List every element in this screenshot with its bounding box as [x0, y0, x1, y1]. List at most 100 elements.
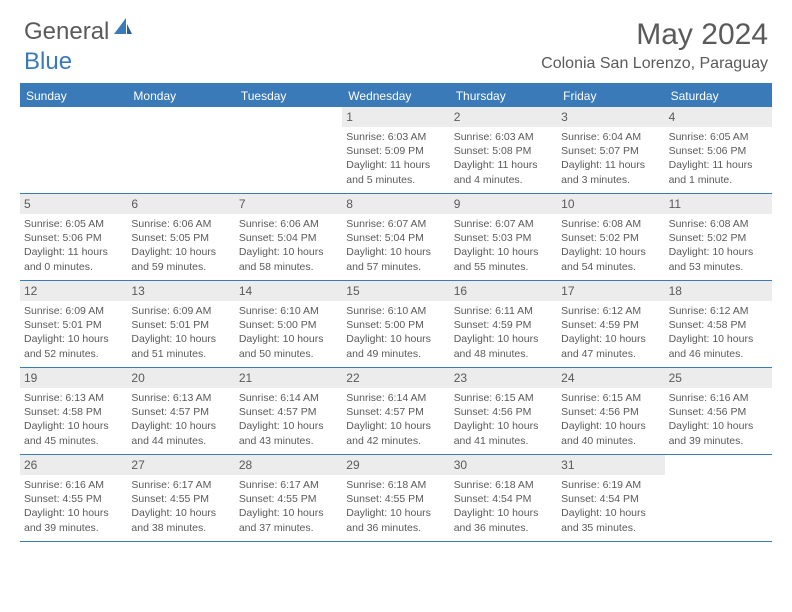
daylight-text: Daylight: 10 hours and 43 minutes. — [239, 419, 338, 447]
sunrise-text: Sunrise: 6:16 AM — [669, 391, 768, 405]
logo: General — [24, 18, 135, 46]
day-info: Sunrise: 6:12 AMSunset: 4:58 PMDaylight:… — [669, 304, 768, 361]
day-number: 17 — [557, 281, 664, 301]
calendar-body: 1Sunrise: 6:03 AMSunset: 5:09 PMDaylight… — [20, 107, 772, 542]
sunrise-text: Sunrise: 6:03 AM — [454, 130, 553, 144]
day-number: 11 — [665, 194, 772, 214]
day-number: 15 — [342, 281, 449, 301]
sunrise-text: Sunrise: 6:14 AM — [239, 391, 338, 405]
weekday-head: Sunday — [20, 85, 127, 107]
sunrise-text: Sunrise: 6:06 AM — [239, 217, 338, 231]
daylight-text: Daylight: 11 hours and 1 minute. — [669, 158, 768, 186]
calendar-day: 25Sunrise: 6:16 AMSunset: 4:56 PMDayligh… — [665, 368, 772, 454]
calendar-day: 9Sunrise: 6:07 AMSunset: 5:03 PMDaylight… — [450, 194, 557, 280]
sunrise-text: Sunrise: 6:07 AM — [346, 217, 445, 231]
day-info: Sunrise: 6:09 AMSunset: 5:01 PMDaylight:… — [131, 304, 230, 361]
day-info: Sunrise: 6:05 AMSunset: 5:06 PMDaylight:… — [24, 217, 123, 274]
day-info: Sunrise: 6:12 AMSunset: 4:59 PMDaylight:… — [561, 304, 660, 361]
calendar-day — [665, 455, 772, 541]
calendar: Sunday Monday Tuesday Wednesday Thursday… — [20, 83, 772, 542]
sunrise-text: Sunrise: 6:08 AM — [561, 217, 660, 231]
calendar-day: 2Sunrise: 6:03 AMSunset: 5:08 PMDaylight… — [450, 107, 557, 193]
sunrise-text: Sunrise: 6:07 AM — [454, 217, 553, 231]
day-number: 21 — [235, 368, 342, 388]
logo-text-general: General — [24, 18, 109, 46]
sunrise-text: Sunrise: 6:03 AM — [346, 130, 445, 144]
title-block: May 2024 Colonia San Lorenzo, Paraguay — [541, 18, 768, 73]
weekday-head: Saturday — [665, 85, 772, 107]
sunrise-text: Sunrise: 6:06 AM — [131, 217, 230, 231]
day-number: 29 — [342, 455, 449, 475]
day-number: 23 — [450, 368, 557, 388]
sunset-text: Sunset: 4:55 PM — [131, 492, 230, 506]
calendar-day: 23 Sunrise: 6:15 AMSunset: 4:56 PMDayligh… — [450, 368, 557, 454]
calendar-day: 21 Sunrise: 6:14 AMSunset: 4:57 PMDayligh… — [235, 368, 342, 454]
sunset-text: Sunset: 5:04 PM — [346, 231, 445, 245]
daylight-text: Daylight: 10 hours and 37 minutes. — [239, 506, 338, 534]
weekday-head: Friday — [557, 85, 664, 107]
sunrise-text: Sunrise: 6:18 AM — [454, 478, 553, 492]
sunset-text: Sunset: 5:01 PM — [24, 318, 123, 332]
day-info: Sunrise: 6:08 AMSunset: 5:02 PMDaylight:… — [669, 217, 768, 274]
calendar-day: 6 Sunrise: 6:06 AMSunset: 5:05 PMDaylight… — [127, 194, 234, 280]
day-info: Sunrise: 6:14 AMSunset: 4:57 PMDaylight:… — [239, 391, 338, 448]
sunset-text: Sunset: 4:56 PM — [561, 405, 660, 419]
sunset-text: Sunset: 4:57 PM — [239, 405, 338, 419]
sunset-text: Sunset: 4:57 PM — [131, 405, 230, 419]
day-info: Sunrise: 6:06 AMSunset: 5:05 PMDaylight:… — [131, 217, 230, 274]
weekday-head: Tuesday — [235, 85, 342, 107]
sunset-text: Sunset: 4:59 PM — [454, 318, 553, 332]
daylight-text: Daylight: 11 hours and 4 minutes. — [454, 158, 553, 186]
calendar-day: 26Sunrise: 6:16 AMSunset: 4:55 PMDayligh… — [20, 455, 127, 541]
sunset-text: Sunset: 4:55 PM — [346, 492, 445, 506]
day-number: 27 — [127, 455, 234, 475]
sunrise-text: Sunrise: 6:10 AM — [346, 304, 445, 318]
day-number: 30 — [450, 455, 557, 475]
day-number: 7 — [235, 194, 342, 214]
sunset-text: Sunset: 5:02 PM — [669, 231, 768, 245]
daylight-text: Daylight: 10 hours and 39 minutes. — [669, 419, 768, 447]
day-info: Sunrise: 6:19 AMSunset: 4:54 PMDaylight:… — [561, 478, 660, 535]
weekday-head: Monday — [127, 85, 234, 107]
calendar-day: 30Sunrise: 6:18 AMSunset: 4:54 PMDayligh… — [450, 455, 557, 541]
daylight-text: Daylight: 10 hours and 54 minutes. — [561, 245, 660, 273]
daylight-text: Daylight: 11 hours and 0 minutes. — [24, 245, 123, 273]
daylight-text: Daylight: 10 hours and 40 minutes. — [561, 419, 660, 447]
calendar-day: 29Sunrise: 6:18 AMSunset: 4:55 PMDayligh… — [342, 455, 449, 541]
day-info: Sunrise: 6:13 AMSunset: 4:57 PMDaylight:… — [131, 391, 230, 448]
daylight-text: Daylight: 10 hours and 53 minutes. — [669, 245, 768, 273]
sunrise-text: Sunrise: 6:09 AM — [131, 304, 230, 318]
daylight-text: Daylight: 10 hours and 35 minutes. — [561, 506, 660, 534]
weekday-head: Wednesday — [342, 85, 449, 107]
day-info: Sunrise: 6:07 AMSunset: 5:04 PMDaylight:… — [346, 217, 445, 274]
calendar-day: 4Sunrise: 6:05 AMSunset: 5:06 PMDaylight… — [665, 107, 772, 193]
sunset-text: Sunset: 5:08 PM — [454, 144, 553, 158]
day-info: Sunrise: 6:05 AMSunset: 5:06 PMDaylight:… — [669, 130, 768, 187]
sunset-text: Sunset: 4:56 PM — [669, 405, 768, 419]
day-info: Sunrise: 6:15 AMSunset: 4:56 PMDaylight:… — [561, 391, 660, 448]
location: Colonia San Lorenzo, Paraguay — [541, 55, 768, 73]
day-number: 6 — [127, 194, 234, 214]
sunrise-text: Sunrise: 6:17 AM — [239, 478, 338, 492]
calendar-day — [127, 107, 234, 193]
calendar-day: 17 Sunrise: 6:12 AMSunset: 4:59 PMDayligh… — [557, 281, 664, 367]
sunset-text: Sunset: 5:04 PM — [239, 231, 338, 245]
daylight-text: Daylight: 10 hours and 42 minutes. — [346, 419, 445, 447]
header: General May 2024 Colonia San Lorenzo, Pa… — [0, 0, 792, 77]
day-number: 19 — [20, 368, 127, 388]
daylight-text: Daylight: 10 hours and 41 minutes. — [454, 419, 553, 447]
daylight-text: Daylight: 10 hours and 46 minutes. — [669, 332, 768, 360]
sunset-text: Sunset: 4:57 PM — [346, 405, 445, 419]
sunset-text: Sunset: 4:59 PM — [561, 318, 660, 332]
daylight-text: Daylight: 10 hours and 59 minutes. — [131, 245, 230, 273]
sunrise-text: Sunrise: 6:14 AM — [346, 391, 445, 405]
calendar-week: 12Sunrise: 6:09 AMSunset: 5:01 PMDayligh… — [20, 281, 772, 368]
calendar-day — [235, 107, 342, 193]
daylight-text: Daylight: 10 hours and 57 minutes. — [346, 245, 445, 273]
sunset-text: Sunset: 4:58 PM — [24, 405, 123, 419]
sunrise-text: Sunrise: 6:15 AM — [454, 391, 553, 405]
day-info: Sunrise: 6:15 AMSunset: 4:56 PMDaylight:… — [454, 391, 553, 448]
day-number: 26 — [20, 455, 127, 475]
calendar-day: 24Sunrise: 6:15 AMSunset: 4:56 PMDayligh… — [557, 368, 664, 454]
day-number: 1 — [342, 107, 449, 127]
